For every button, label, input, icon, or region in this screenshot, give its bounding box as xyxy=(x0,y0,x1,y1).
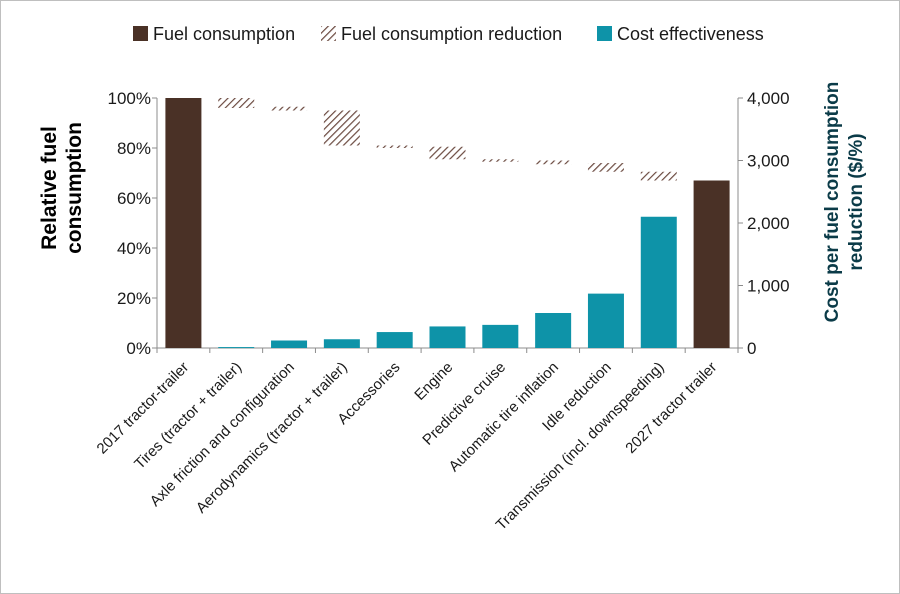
bar-cost-effectiveness xyxy=(376,332,413,348)
bar-cost-effectiveness xyxy=(482,324,519,348)
bar-cost-effectiveness xyxy=(323,339,360,348)
right-tick-label: 4,000 xyxy=(747,89,790,108)
bar-fuel-consumption-reduction xyxy=(218,98,255,108)
left-tick-label: 100% xyxy=(108,89,151,108)
legend-label-cost: Cost effectiveness xyxy=(617,24,764,44)
left-axis-title-line2: consumption xyxy=(63,122,86,254)
category-label: Engine xyxy=(411,359,456,404)
left-tick-label: 0% xyxy=(126,339,151,358)
right-tick-label: 3,000 xyxy=(747,152,790,171)
bar-cost-effectiveness xyxy=(218,347,255,349)
bar-cost-effectiveness xyxy=(429,326,466,348)
bar-fuel-consumption xyxy=(165,98,202,348)
left-tick-label: 80% xyxy=(117,139,151,158)
right-tick-label: 1,000 xyxy=(747,277,790,296)
legend-label-fuel: Fuel consumption xyxy=(153,24,295,44)
right-tick-label: 2,000 xyxy=(747,214,790,233)
left-tick-label: 60% xyxy=(117,189,151,208)
category-label: 2017 tractor-trailer xyxy=(94,359,193,458)
bar-fuel-consumption-reduction xyxy=(482,159,519,162)
right-axis-title: Cost per fuel consumption reduction ($/%… xyxy=(822,82,867,323)
bar-cost-effectiveness xyxy=(640,216,677,348)
bar-fuel-consumption-reduction xyxy=(640,171,677,181)
right-tick-label: 0 xyxy=(747,339,756,358)
legend-label-reduction: Fuel consumption reduction xyxy=(341,24,562,44)
bar-fuel-consumption-reduction xyxy=(587,163,624,172)
bar-fuel-consumption-reduction xyxy=(271,106,308,111)
left-axis-title-line1: Relative fuel xyxy=(38,126,61,250)
legend: Fuel consumption Fuel consumption reduct… xyxy=(133,24,764,44)
left-axis-title: Relative fuel consumption xyxy=(38,122,86,254)
bar-fuel-consumption-reduction xyxy=(376,145,413,148)
left-tick-label: 40% xyxy=(117,239,151,258)
legend-swatch-cost xyxy=(597,26,612,41)
left-tick-label: 20% xyxy=(117,289,151,308)
right-axis-title-line1: Cost per fuel consumption xyxy=(822,82,843,323)
bar-cost-effectiveness xyxy=(271,340,308,348)
bar-cost-effectiveness xyxy=(535,313,572,348)
bar-fuel-consumption-reduction xyxy=(323,110,360,146)
right-axis-title-line2: reduction ($/%) xyxy=(846,133,867,270)
bar-fuel-consumption xyxy=(693,180,730,348)
legend-swatch-fuel xyxy=(133,26,148,41)
bar-fuel-consumption-reduction xyxy=(429,146,466,160)
bar-fuel-consumption-reduction xyxy=(535,160,572,165)
category-label: 2027 tractor trailer xyxy=(622,359,720,457)
legend-swatch-reduction xyxy=(321,26,336,41)
plot-area: 0% 20% 40% 60% 80% 100% 0 1,000 2,000 3,000 4,000 2… xyxy=(94,89,790,534)
bar-cost-effectiveness xyxy=(587,293,624,348)
